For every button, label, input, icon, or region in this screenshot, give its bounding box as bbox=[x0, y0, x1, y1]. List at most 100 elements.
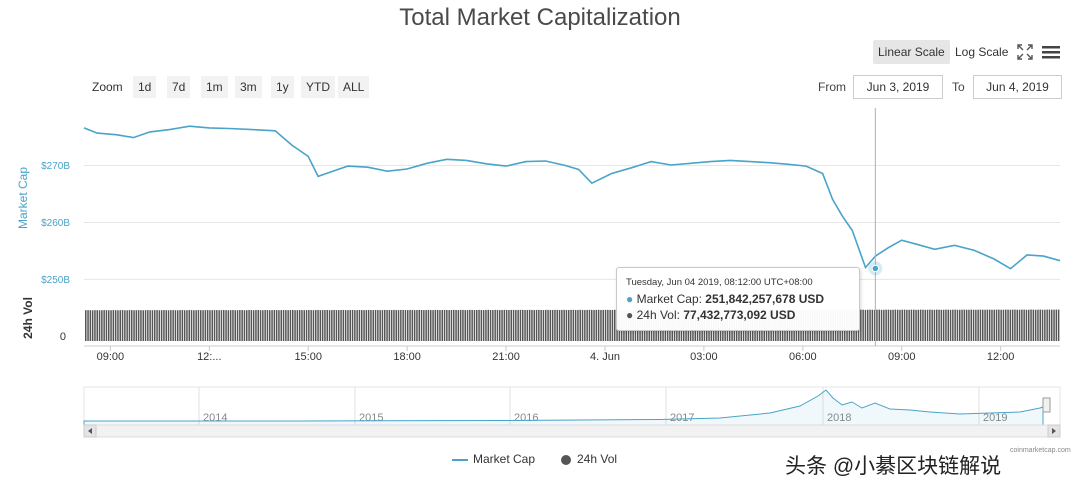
volume-bar bbox=[942, 309, 945, 341]
volume-bar bbox=[204, 310, 207, 341]
zoom-1d-button[interactable]: 1d bbox=[133, 76, 157, 98]
volume-bar bbox=[98, 310, 101, 341]
zoom-1m-button[interactable]: 1m bbox=[201, 76, 228, 98]
x-tick-label: 09:00 bbox=[888, 351, 916, 363]
legend-market-cap[interactable]: Market Cap bbox=[473, 452, 536, 466]
volume-bar bbox=[142, 310, 144, 341]
navigator-handle[interactable] bbox=[1042, 397, 1051, 413]
volume-bar bbox=[197, 310, 200, 341]
volume-bar bbox=[517, 310, 519, 341]
navigator-year-label: 2018 bbox=[827, 412, 851, 424]
volume-bar bbox=[186, 310, 188, 341]
volume-bar bbox=[961, 309, 963, 341]
navigator[interactable]: 201420152016201720182019 coinmarketcap.c… bbox=[83, 386, 1071, 454]
volume-bar bbox=[910, 309, 913, 341]
volume-bar bbox=[595, 309, 598, 341]
volume-bar bbox=[1007, 309, 1009, 341]
volume-bar bbox=[305, 310, 308, 341]
volume-bar bbox=[602, 309, 604, 341]
x-tick-label: 12:00 bbox=[987, 351, 1015, 363]
zoom-3m-button[interactable]: 3m bbox=[235, 76, 262, 98]
volume-bar bbox=[333, 309, 335, 341]
volume-bar bbox=[908, 309, 910, 341]
zoom-all-button[interactable]: ALL bbox=[338, 76, 370, 98]
x-tick-label: 12:... bbox=[197, 351, 221, 363]
volume-bar bbox=[995, 309, 998, 341]
hamburger-menu-icon[interactable] bbox=[1040, 41, 1062, 63]
volume-bar bbox=[876, 309, 878, 341]
volume-bar bbox=[542, 310, 545, 341]
volume-bar bbox=[163, 310, 165, 341]
volume-bar bbox=[174, 310, 177, 341]
navigator-scrollbar[interactable] bbox=[83, 424, 1061, 438]
volume-bar bbox=[154, 310, 156, 341]
volume-bar bbox=[390, 310, 393, 341]
volume-bar bbox=[248, 310, 250, 341]
volume-bar bbox=[354, 310, 356, 341]
volume-bar bbox=[549, 310, 552, 341]
volume-bar bbox=[588, 309, 591, 341]
volume-bar bbox=[361, 310, 363, 341]
volume-bar bbox=[252, 310, 255, 341]
volume-bar bbox=[430, 310, 432, 341]
volume-bar bbox=[568, 310, 570, 341]
volume-bar bbox=[496, 309, 499, 341]
volume-bar bbox=[347, 310, 349, 341]
volume-bar bbox=[326, 310, 328, 341]
y-axis-label-market-cap: Market Cap bbox=[16, 167, 30, 229]
fullscreen-icon[interactable] bbox=[1014, 41, 1036, 63]
volume-bar bbox=[229, 310, 232, 341]
from-date-input[interactable]: Jun 3, 2019 bbox=[853, 75, 943, 99]
volume-bar bbox=[264, 310, 266, 341]
volume-bar bbox=[975, 309, 977, 341]
volume-bar bbox=[181, 310, 184, 341]
volume-bar bbox=[227, 310, 230, 341]
volume-bar bbox=[579, 309, 581, 341]
tooltip-market-cap-value: 251,842,257,678 USD bbox=[705, 292, 825, 306]
zoom-7d-button[interactable]: 7d bbox=[167, 76, 191, 98]
volume-bar bbox=[535, 309, 538, 341]
volume-bar bbox=[439, 310, 441, 341]
to-label: To bbox=[952, 80, 965, 94]
volume-bar bbox=[903, 309, 906, 341]
volume-bar bbox=[464, 310, 466, 341]
legend-24h-vol[interactable]: 24h Vol bbox=[577, 452, 618, 466]
tooltip-volume-value: 77,432,773,092 USD bbox=[683, 308, 796, 322]
volume-bar bbox=[887, 309, 890, 341]
volume-bar bbox=[131, 310, 133, 341]
to-date-input[interactable]: Jun 4, 2019 bbox=[973, 75, 1062, 99]
volume-bar bbox=[1023, 309, 1025, 341]
volume-bar bbox=[200, 310, 202, 341]
volume-bar bbox=[1037, 309, 1039, 341]
log-scale-button[interactable]: Log Scale bbox=[955, 45, 1009, 59]
volume-bar bbox=[611, 309, 614, 341]
volume-bar bbox=[988, 309, 991, 341]
zoom-ytd-button[interactable]: YTD bbox=[301, 76, 335, 98]
volume-bar bbox=[220, 310, 223, 341]
volume-bar bbox=[101, 310, 103, 341]
volume-bar bbox=[188, 310, 190, 341]
volume-bar bbox=[970, 309, 972, 341]
volume-bar bbox=[193, 310, 195, 341]
volume-bar bbox=[609, 309, 611, 341]
volume-bar bbox=[1051, 309, 1053, 341]
volume-bar bbox=[860, 309, 862, 341]
volume-bar bbox=[533, 310, 535, 341]
volume-bar bbox=[901, 309, 903, 341]
linear-scale-button[interactable]: Linear Scale bbox=[873, 40, 950, 64]
volume-bar bbox=[262, 310, 264, 341]
volume-bar bbox=[890, 309, 892, 341]
x-tick-label: 03:00 bbox=[690, 351, 718, 363]
volume-bar bbox=[510, 309, 512, 341]
volume-bar bbox=[400, 309, 402, 341]
navigator-year-label: 2017 bbox=[670, 412, 694, 424]
volume-bar bbox=[147, 310, 149, 341]
zoom-1y-button[interactable]: 1y bbox=[271, 76, 294, 98]
volume-bar bbox=[503, 309, 506, 341]
volume-bar bbox=[462, 309, 464, 341]
volume-bar bbox=[420, 310, 423, 341]
x-tick-label: 4. Jun bbox=[590, 351, 620, 363]
volume-bar bbox=[945, 309, 947, 341]
volume-bar bbox=[1034, 309, 1037, 341]
